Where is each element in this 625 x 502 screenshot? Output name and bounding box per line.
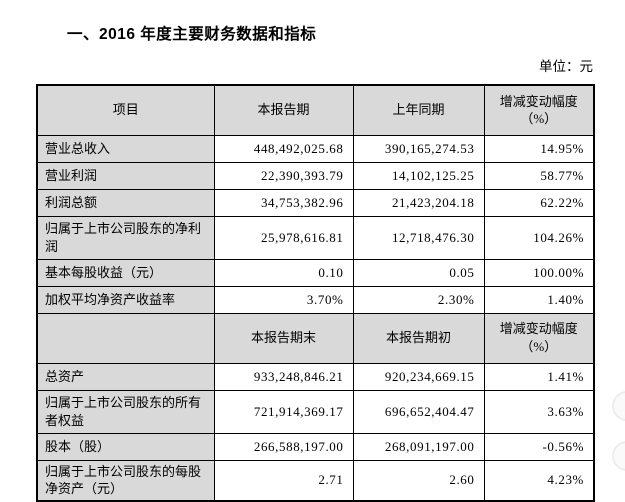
floating-widget-circle [612, 391, 625, 421]
row-label: 总资产 [36, 362, 215, 391]
header-period-start: 本报告期初 [352, 312, 485, 364]
row-change-value: 100.00% [483, 258, 595, 287]
row-change-value: 58.77% [483, 161, 595, 190]
row-prior-value: 0.05 [352, 258, 485, 287]
row-prior-value: 14,102,125.25 [352, 161, 485, 190]
table-row: 股本（股） 266,588,197.00 268,091,197.00 -0.5… [36, 432, 595, 461]
row-prior-value: 920,234,669.15 [352, 362, 485, 391]
row-label: 利润总额 [36, 188, 215, 217]
header-current-period: 本报告期 [213, 84, 354, 136]
header-prior-period: 上年同期 [352, 84, 485, 136]
table-row: 营业利润 22,390,393.79 14,102,125.25 58.77% [36, 161, 595, 190]
row-label: 股本（股） [36, 432, 215, 461]
table-row: 归属于上市公司股东的每股净资产（元） 2.71 2.60 4.23% [36, 459, 595, 502]
row-change-value: 3.63% [483, 389, 595, 434]
row-change-value: 1.40% [483, 285, 595, 314]
row-label: 归属于上市公司股东的所有者权益 [36, 389, 215, 434]
header-item-empty [36, 312, 215, 364]
table-row: 加权平均净资产收益率 3.70% 2.30% 1.40% [36, 285, 595, 314]
row-change-value: 62.22% [483, 188, 595, 217]
header-change-line2: （%） [520, 111, 558, 127]
row-prior-value: 2.30% [352, 285, 485, 314]
row-prior-value: 21,423,204.18 [352, 188, 485, 217]
row-label: 加权平均净资产收益率 [36, 285, 215, 314]
row-label: 归属于上市公司股东的每股净资产（元） [36, 459, 215, 502]
row-label: 基本每股收益（元） [36, 258, 215, 287]
header-change-line2: （%） [520, 339, 558, 354]
row-prior-value: 12,718,476.30 [352, 215, 485, 260]
financial-data-table: 项目 本报告期 上年同期 增减变动幅度 （%） 营业总收入 448,492,02… [36, 84, 595, 502]
row-current-value: 25,978,616.81 [213, 215, 354, 260]
row-prior-value: 268,091,197.00 [352, 432, 485, 461]
table-row: 营业总收入 448,492,025.68 390,165,274.53 14.9… [36, 134, 595, 163]
page-title: 一、2016 年度主要财务数据和指标 [67, 26, 317, 43]
row-change-value: 14.95% [483, 134, 595, 163]
row-label: 营业总收入 [36, 134, 215, 163]
row-current-value: 2.71 [213, 459, 354, 502]
header-change-line1: 增减变动幅度 [499, 321, 578, 337]
row-current-value: 721,914,369.17 [213, 389, 354, 434]
row-current-value: 266,588,197.00 [213, 432, 354, 461]
row-prior-value: 2.60 [352, 459, 485, 502]
row-change-value: 1.41% [483, 362, 595, 391]
floating-widget-circle [612, 441, 625, 471]
table-row: 基本每股收益（元） 0.10 0.05 100.00% [36, 258, 595, 287]
row-prior-value: 390,165,274.53 [352, 134, 485, 163]
header-change-percent: 增减变动幅度 （%） [483, 312, 595, 364]
row-current-value: 0.10 [213, 258, 354, 287]
table-row: 归属于上市公司股东的净利润 25,978,616.81 12,718,476.3… [36, 215, 595, 260]
header-change-line1: 增减变动幅度 [499, 93, 578, 109]
header-item: 项目 [36, 84, 215, 136]
table-row: 利润总额 34,753,382.96 21,423,204.18 62.22% [36, 188, 595, 217]
row-current-value: 933,248,846.21 [213, 362, 354, 391]
income-header-row: 项目 本报告期 上年同期 增减变动幅度 （%） [36, 84, 595, 136]
unit-label: 单位：元 [539, 59, 593, 74]
row-label: 营业利润 [36, 161, 215, 190]
row-label: 归属于上市公司股东的净利润 [36, 215, 215, 260]
row-change-value: 4.23% [483, 459, 595, 502]
row-current-value: 3.70% [213, 285, 354, 314]
row-current-value: 34,753,382.96 [213, 188, 354, 217]
row-prior-value: 696,652,404.47 [352, 389, 485, 434]
row-current-value: 22,390,393.79 [213, 161, 354, 190]
table-row: 归属于上市公司股东的所有者权益 721,914,369.17 696,652,4… [36, 389, 595, 434]
balance-header-row: 本报告期末 本报告期初 增减变动幅度 （%） [36, 312, 595, 364]
row-change-value: -0.56% [483, 432, 595, 461]
row-change-value: 104.26% [483, 215, 595, 260]
header-period-end: 本报告期末 [213, 312, 354, 364]
row-current-value: 448,492,025.68 [213, 134, 354, 163]
header-change-percent: 增减变动幅度 （%） [483, 84, 595, 136]
table-row: 总资产 933,248,846.21 920,234,669.15 1.41% [36, 362, 595, 391]
